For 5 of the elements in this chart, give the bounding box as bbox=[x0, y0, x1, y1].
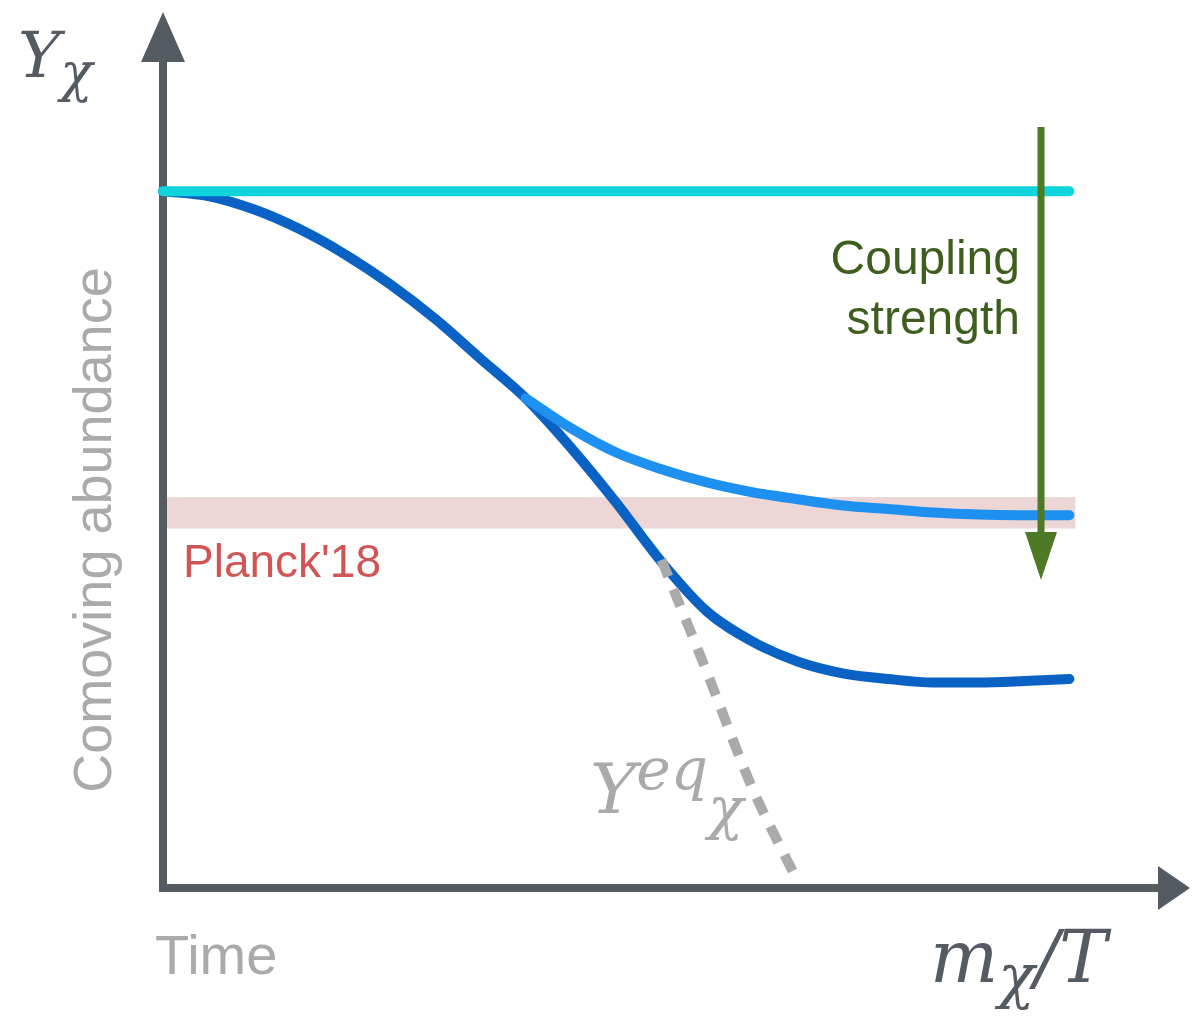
annotation: Coupling strength bbox=[829, 230, 1020, 346]
text: Y$_{χ}$ bbox=[18, 18, 93, 104]
y-axis-title: Comoving abundance bbox=[61, 267, 123, 793]
band-label: Planck'18 bbox=[183, 534, 382, 589]
x-axis-title: Time bbox=[155, 922, 278, 987]
